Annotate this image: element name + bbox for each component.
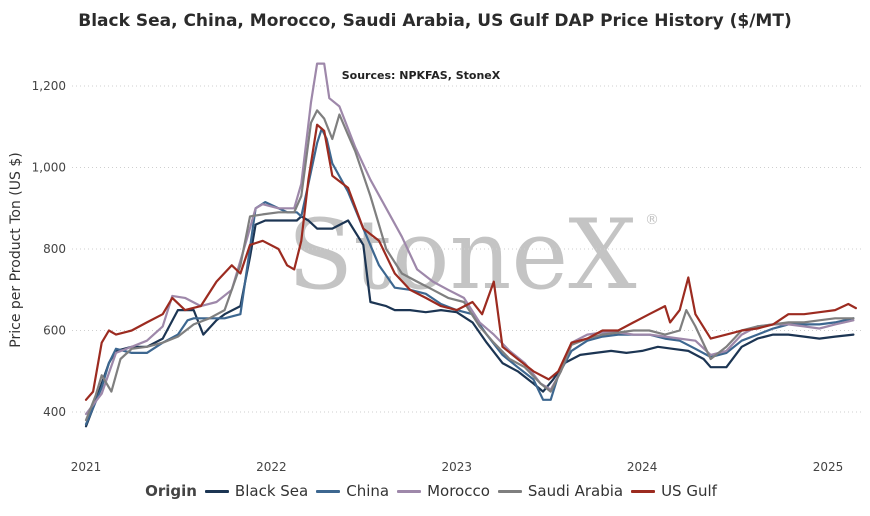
series-lines: [84, 62, 857, 428]
watermark: StoneX ®: [287, 199, 659, 311]
y-axis-ticks: 400 600 800 1,000 1,200: [32, 79, 66, 419]
legend-label: US Gulf: [661, 482, 717, 500]
legend-swatch: [497, 489, 522, 493]
legend-swatch: [397, 489, 422, 493]
source-note: Sources: NPKFAS, StoneX: [342, 69, 501, 82]
y-tick-label: 800: [43, 242, 66, 256]
legend-swatch: [316, 489, 341, 493]
legend: Origin Black Sea China Morocco Saudi Arabia…: [0, 482, 870, 500]
watermark-registered-mark: ®: [645, 212, 659, 228]
series-line-black-sea: [84, 215, 855, 428]
legend-item-china: China: [316, 482, 389, 500]
x-tick-label: 2022: [256, 460, 287, 474]
legend-label: China: [346, 482, 390, 500]
legend-item-saudi-arabia: Saudi Arabia: [497, 482, 624, 500]
x-tick-label: 2025: [813, 460, 844, 474]
x-axis-ticks: 2021 2022 2023 2024 2025: [71, 460, 844, 474]
legend-swatch: [631, 489, 656, 493]
legend-label: Black Sea: [234, 482, 309, 500]
x-tick-label: 2021: [71, 460, 102, 474]
watermark-text: StoneX: [287, 199, 636, 311]
series-line-us-gulf: [84, 123, 857, 401]
y-axis-title: Price per Product Ton (US $): [8, 152, 24, 347]
y-tick-label: 1,200: [32, 79, 66, 93]
legend-label: Morocco: [427, 482, 490, 500]
x-tick-label: 2023: [441, 460, 472, 474]
legend-title: Origin: [145, 482, 197, 500]
chart-title: Black Sea, China, Morocco, Saudi Arabia,…: [78, 11, 792, 31]
legend-item-black-sea: Black Sea: [204, 482, 309, 500]
x-tick-label: 2024: [627, 460, 658, 474]
y-tick-label: 600: [43, 324, 66, 338]
y-tick-label: 400: [43, 405, 66, 419]
y-tick-label: 1,000: [32, 161, 66, 175]
legend-item-us-gulf: US Gulf: [631, 482, 717, 500]
legend-swatch: [204, 489, 229, 493]
legend-item-morocco: Morocco: [397, 482, 490, 500]
legend-label: Saudi Arabia: [527, 482, 624, 500]
series-line-saudi-arabia: [84, 109, 855, 422]
